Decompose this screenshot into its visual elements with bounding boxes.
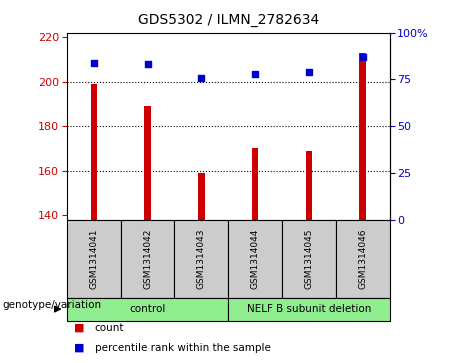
Bar	[252, 148, 258, 220]
Text: NELF B subunit deletion: NELF B subunit deletion	[247, 304, 371, 314]
Text: control: control	[130, 304, 165, 314]
Text: percentile rank within the sample: percentile rank within the sample	[95, 343, 271, 353]
Point	[144, 62, 151, 68]
Text: GSM1314045: GSM1314045	[304, 228, 313, 289]
Bar	[144, 106, 151, 220]
Bar	[198, 173, 205, 220]
Text: GSM1314041: GSM1314041	[89, 228, 98, 289]
Text: ■: ■	[74, 323, 84, 333]
Bar	[360, 53, 366, 220]
Bar	[306, 151, 312, 220]
Point	[90, 60, 97, 65]
Text: genotype/variation: genotype/variation	[2, 300, 101, 310]
Point	[198, 75, 205, 81]
Text: ■: ■	[74, 343, 84, 353]
Point	[251, 71, 259, 77]
Point	[305, 69, 313, 75]
Point	[359, 54, 366, 60]
Text: GDS5302 / ILMN_2782634: GDS5302 / ILMN_2782634	[137, 13, 319, 27]
Text: GSM1314042: GSM1314042	[143, 228, 152, 289]
Text: GSM1314046: GSM1314046	[358, 228, 367, 289]
Bar	[90, 84, 97, 220]
Text: GSM1314044: GSM1314044	[251, 228, 260, 289]
Text: GSM1314043: GSM1314043	[197, 228, 206, 289]
Text: count: count	[95, 323, 124, 333]
